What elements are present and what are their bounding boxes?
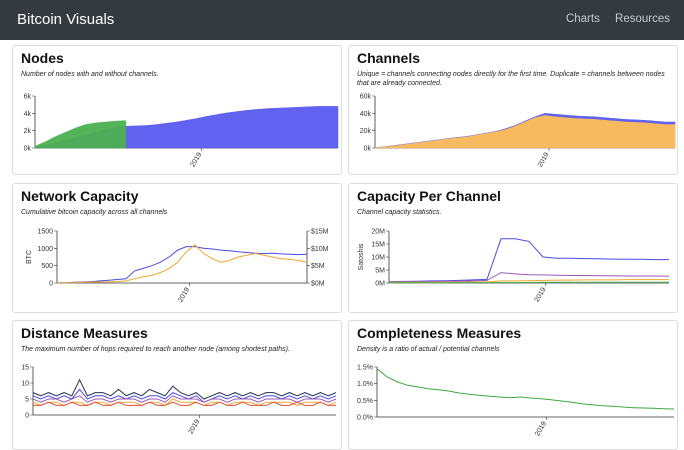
per-channel-chart: 20M 15M 10M 5M 0M Satoshis 2019	[358, 229, 670, 303]
y-tick-label: 0k	[364, 146, 372, 153]
y-tick-label: 2k	[24, 128, 32, 135]
x-tick-label: 2019	[534, 420, 548, 437]
x-tick-label: 2019	[534, 286, 548, 303]
x-tick-label: 2019	[190, 151, 204, 168]
x-tick-label: 2019	[537, 151, 551, 168]
series-line	[376, 368, 675, 410]
card-subtitle: Cumulative bitcoin capacity across all c…	[21, 209, 168, 216]
series-area	[374, 115, 676, 149]
series-line	[56, 244, 308, 284]
y-tick-label: 0	[49, 281, 53, 288]
y-tick-label: 6k	[24, 94, 32, 101]
card-capacity-per-channel: Capacity Per Channel Channel capacity st…	[348, 183, 678, 313]
y-tick-label: 4k	[24, 111, 32, 118]
brand-title[interactable]: Bitcoin Visuals	[17, 11, 115, 28]
nav-links: Charts Resources	[554, 13, 670, 25]
series-line	[32, 388, 337, 403]
series-line	[32, 395, 337, 403]
card-title: Distance Measures	[21, 325, 148, 341]
y-tick-label: 5	[25, 397, 29, 404]
card-title: Completeness Measures	[357, 325, 522, 341]
y2-tick-label: $0M	[311, 281, 325, 288]
y-tick-label: 10M	[371, 255, 385, 262]
y-tick-label: 1500	[37, 229, 53, 236]
y-axis-label: BTC	[26, 250, 33, 264]
series-line	[388, 279, 669, 283]
card-subtitle: Density is a ratio of actual / potential…	[357, 346, 500, 353]
series-line	[32, 398, 337, 406]
y-tick-label: 500	[41, 263, 53, 270]
series-line	[389, 281, 669, 284]
distance-chart: 15 10 5 0 2019	[21, 365, 337, 435]
y-axis-label: Satoshis	[358, 243, 365, 270]
y-tick-label: 40k	[360, 111, 372, 118]
y-tick-label: 15	[21, 365, 29, 372]
card-title: Network Capacity	[21, 188, 139, 204]
nav-link-resources[interactable]: Resources	[615, 13, 670, 25]
y2-tick-label: $15M	[311, 229, 329, 236]
card-subtitle: Number of nodes with and without channel…	[21, 71, 159, 78]
channels-chart: 60k 40k 20k 0k 2019	[360, 94, 676, 168]
y-tick-label: 20M	[371, 229, 385, 236]
completeness-chart: 1.5% 1.0% 0.5% 0.0% 2019	[357, 365, 675, 437]
y-tick-label: 20k	[360, 128, 372, 135]
card-channels: Channels Unique = channels connecting no…	[348, 45, 678, 175]
series-area	[34, 120, 127, 149]
y-tick-label: 1.5%	[357, 365, 373, 372]
card-title: Capacity Per Channel	[357, 188, 501, 204]
series-line	[56, 246, 308, 284]
card-nodes: Nodes Number of nodes with and without c…	[12, 45, 342, 175]
card-title: Nodes	[21, 50, 64, 66]
card-distance-measures: Distance Measures The maximum number of …	[12, 320, 342, 450]
y-tick-label: 0	[25, 413, 29, 420]
card-subtitle: Channel capacity statistics.	[357, 209, 442, 216]
card-title: Channels	[357, 50, 421, 66]
card-subtitle: Unique = channels connecting nodes direc…	[357, 71, 665, 87]
card-subtitle: The maximum number of hops required to r…	[21, 346, 290, 353]
y-tick-label: 0k	[24, 146, 32, 153]
x-tick-label: 2019	[177, 286, 191, 303]
y-tick-label: 0.0%	[357, 415, 373, 422]
y-tick-label: 10	[21, 381, 29, 388]
nodes-chart: 6k 4k 2k 0k 2019	[24, 94, 339, 168]
y-tick-label: 0.5%	[357, 398, 373, 405]
y-tick-label: 5M	[375, 268, 385, 275]
y2-tick-label: $5M	[311, 263, 325, 270]
y-tick-label: 15M	[371, 242, 385, 249]
series-line	[388, 272, 670, 283]
y-tick-label: 1000	[37, 246, 53, 253]
y-tick-label: 0M	[375, 281, 385, 288]
nav-link-charts[interactable]: Charts	[565, 13, 600, 25]
y-tick-label: 60k	[360, 94, 372, 101]
y2-tick-label: $10M	[311, 246, 329, 253]
series-line	[32, 378, 337, 400]
card-network-capacity: Network Capacity Cumulative bitcoin capa…	[12, 183, 342, 313]
series-line	[33, 401, 336, 406]
capacity-chart: 1500 1000 500 0 $15M $10M $5M $0M BTC 2019	[26, 229, 329, 304]
x-tick-label: 2019	[188, 418, 202, 435]
y-tick-label: 1.0%	[357, 381, 373, 388]
navbar: Bitcoin Visuals Charts Resources	[0, 0, 684, 40]
series-line	[388, 238, 669, 283]
card-completeness-measures: Completeness Measures Density is a ratio…	[348, 320, 678, 450]
